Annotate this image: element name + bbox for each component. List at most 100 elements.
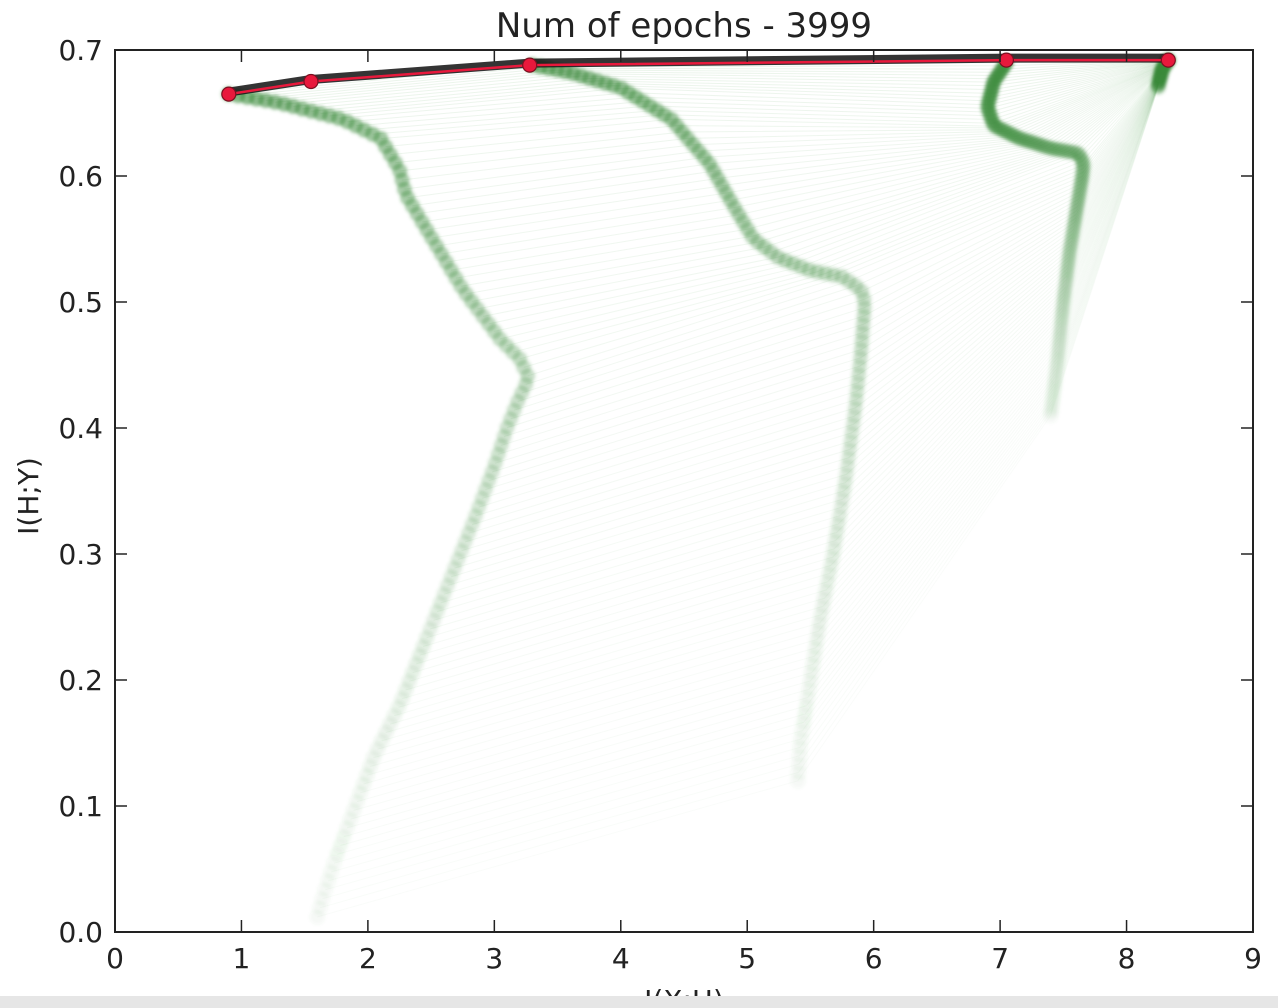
epoch-link-line [512, 69, 1163, 353]
epoch-link-line [394, 81, 1160, 717]
epoch-link-line [485, 74, 1162, 490]
current-epoch-point [1160, 52, 1176, 68]
epoch-link-line [407, 64, 1165, 199]
y-tick-label: 0.7 [58, 34, 103, 67]
y-axis-label: I(H;Y) [12, 457, 45, 535]
current-epoch-point [522, 57, 538, 73]
trajectories-layer [221, 52, 1176, 925]
epoch-link-line [415, 79, 1160, 665]
epoch-link-line [422, 79, 1161, 647]
epoch-link-line [460, 67, 1164, 287]
epoch-link-line [440, 77, 1161, 604]
epoch-link-line [527, 70, 1163, 377]
epoch-link-line [399, 64, 1165, 172]
epoch-link-line [412, 65, 1165, 207]
epoch-link-line [422, 65, 1165, 223]
current-epoch-point [303, 73, 319, 90]
epoch-link-line [408, 80, 1160, 682]
epoch-link-line [481, 74, 1162, 499]
epoch-link-line [237, 59, 1169, 97]
bottom-strip [0, 996, 1278, 1008]
epoch-link-line [447, 77, 1161, 586]
epoch-link-line [419, 79, 1161, 656]
epoch-link-line [450, 77, 1161, 578]
epoch-link-line [385, 63, 1166, 148]
current-epoch-point [221, 86, 237, 102]
epoch-link-line [372, 63, 1166, 135]
epoch-link-line [446, 66, 1164, 263]
epoch-link-line [256, 60, 1168, 100]
epoch-link-line [265, 60, 1168, 101]
epoch-link-line [247, 60, 1169, 98]
epoch-link-line [521, 71, 1163, 394]
epoch-link-line [491, 73, 1162, 473]
x-tick-label: 1 [233, 942, 251, 975]
epoch-link-line [478, 74, 1162, 508]
chart-title: Num of epochs - 3999 [496, 6, 872, 46]
epoch-link-line [426, 78, 1161, 639]
x-tick-label: 3 [485, 942, 503, 975]
epoch-link-line [471, 75, 1162, 526]
axis-ticks: 0 1 2 3 4 5 6 7 8 9 0.0 0.1 0.2 0.3 0.4 0.5 0.6 0.7 [58, 34, 1261, 975]
epoch-link-line [517, 71, 1162, 402]
epoch-link-line [461, 76, 1161, 552]
x-tick-label: 0 [106, 942, 124, 975]
plot-frame [114, 49, 1254, 933]
epoch-link-line [302, 61, 1168, 110]
epoch-link-line [482, 68, 1163, 317]
epoch-link-line [347, 62, 1167, 123]
y-tick-label: 0.3 [58, 538, 103, 571]
epoch-link-line [436, 66, 1164, 247]
y-tick-label: 0.6 [58, 160, 103, 193]
y-tick-label: 0.1 [58, 790, 103, 823]
x-tick-label: 2 [359, 942, 377, 975]
epoch-link-line [513, 71, 1162, 411]
epoch-link-line [503, 72, 1162, 437]
epoch-link-line [464, 75, 1161, 543]
epoch-link-line [488, 74, 1162, 482]
epoch-link-line [506, 69, 1163, 347]
epoch-link-line [488, 68, 1163, 325]
epoch-link-line [441, 66, 1164, 255]
epoch-link-line [475, 75, 1162, 517]
epoch-link-line [506, 72, 1162, 429]
epoch-link-line [443, 77, 1161, 595]
epoch-link-line [466, 68, 1164, 295]
epoch-link-line [357, 84, 1159, 801]
epoch-link-line [468, 75, 1161, 534]
y-tick-label: 0.5 [58, 286, 103, 319]
epoch-link-line [398, 81, 1160, 708]
epoch-link-line [495, 73, 1162, 464]
y-tick-label: 0.0 [58, 916, 103, 949]
current-epoch-point [998, 52, 1015, 68]
y-tick-label: 0.2 [58, 664, 103, 697]
epoch-link-line [331, 86, 1158, 872]
epoch-link-line [334, 86, 1158, 863]
x-tick-label: 7 [991, 942, 1009, 975]
epoch-link-line [284, 60, 1168, 105]
epoch-link-line [340, 86, 1158, 846]
epoch-link-line [417, 65, 1165, 215]
epoch-link-line [412, 80, 1160, 674]
epoch-link-line [510, 72, 1162, 420]
epoch-link-line [501, 73, 1162, 446]
x-tick-label: 8 [1118, 942, 1136, 975]
x-tick-label: 5 [738, 942, 756, 975]
epoch-link-line [523, 70, 1163, 368]
epoch-link-line [431, 66, 1164, 239]
epoch-link-line [338, 62, 1167, 119]
epoch-link-line [395, 64, 1166, 164]
epoch-link-line [274, 60, 1168, 103]
epoch-link-line [525, 71, 1163, 385]
y-tick-label: 0.4 [58, 412, 103, 445]
epoch-link-line [405, 80, 1160, 691]
current-epoch-layer [221, 52, 1176, 102]
epoch-link-line [519, 70, 1163, 360]
epoch-link-line [401, 80, 1160, 700]
epoch-link-line [380, 63, 1166, 140]
epoch-link-line [499, 69, 1163, 340]
epoch-link-line [320, 61, 1167, 115]
epoch-link-line [364, 62, 1166, 131]
